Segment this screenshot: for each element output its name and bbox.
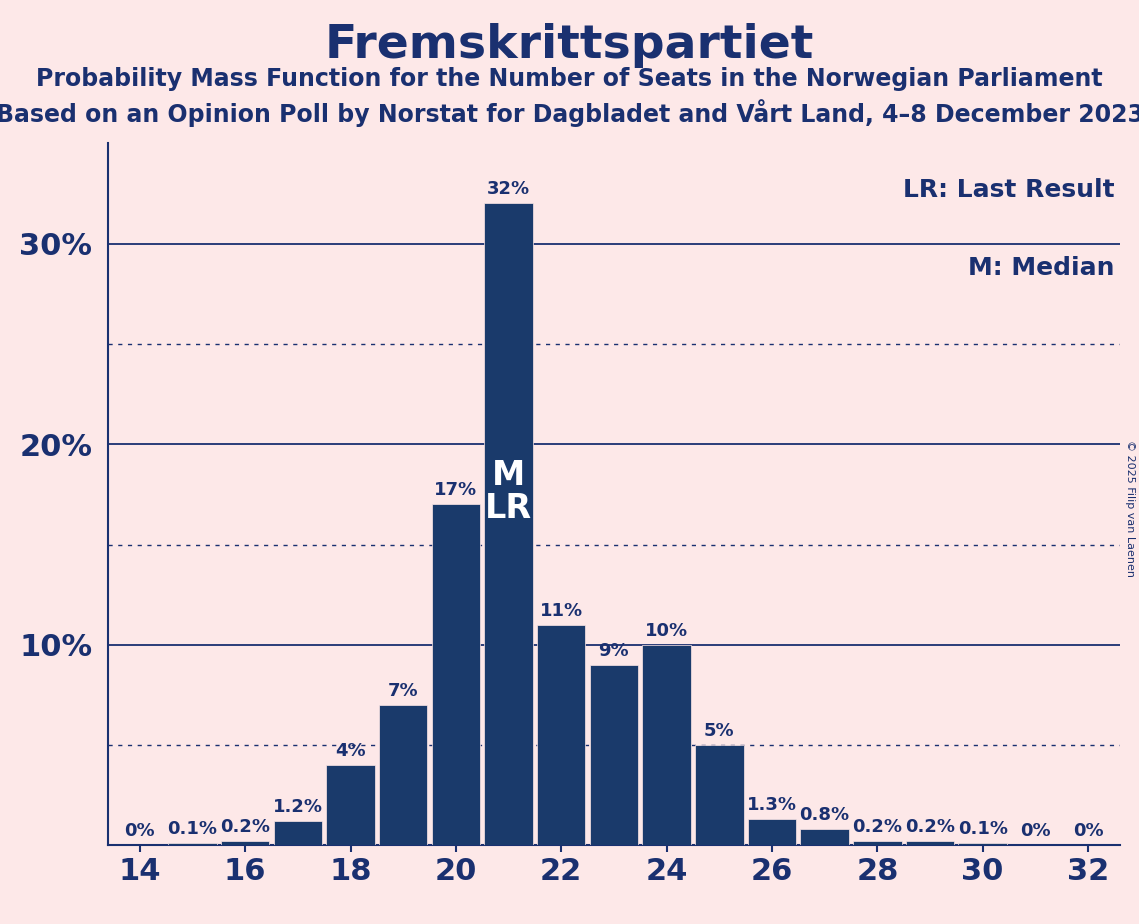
Text: M: Median: M: Median — [968, 256, 1115, 280]
Bar — [379, 705, 427, 845]
Bar — [642, 645, 691, 845]
Text: © 2025 Filip van Laenen: © 2025 Filip van Laenen — [1125, 440, 1134, 577]
Bar — [906, 842, 954, 845]
Bar — [221, 842, 270, 845]
Text: 0.8%: 0.8% — [800, 807, 850, 824]
Text: 0.2%: 0.2% — [220, 819, 270, 836]
Text: Fremskrittspartiet: Fremskrittspartiet — [325, 23, 814, 68]
Text: LR: Last Result: LR: Last Result — [903, 178, 1115, 202]
Text: 10%: 10% — [645, 622, 688, 639]
Text: 0%: 0% — [1073, 822, 1104, 841]
Bar — [801, 830, 849, 845]
Text: 32%: 32% — [487, 180, 530, 199]
Text: 0.1%: 0.1% — [958, 821, 1008, 838]
Bar — [853, 842, 902, 845]
Text: 4%: 4% — [335, 742, 366, 760]
Bar — [958, 844, 1007, 845]
Text: 1.2%: 1.2% — [273, 798, 322, 817]
Text: 9%: 9% — [599, 642, 629, 660]
Bar — [484, 203, 533, 845]
Text: 1.3%: 1.3% — [747, 796, 797, 814]
Text: Based on an Opinion Poll by Norstat for Dagbladet and Vårt Land, 4–8 December 20: Based on an Opinion Poll by Norstat for … — [0, 99, 1139, 127]
Text: 0.2%: 0.2% — [852, 819, 902, 836]
Text: 0%: 0% — [1021, 822, 1050, 841]
Text: 0.2%: 0.2% — [906, 819, 954, 836]
Bar — [432, 505, 481, 845]
Bar — [536, 625, 585, 845]
Bar — [169, 844, 216, 845]
Text: 17%: 17% — [434, 481, 477, 499]
Bar — [326, 765, 375, 845]
Text: 7%: 7% — [388, 682, 418, 700]
Text: M
LR: M LR — [485, 459, 532, 526]
Bar — [273, 821, 322, 845]
Bar — [695, 745, 744, 845]
Text: 0.1%: 0.1% — [167, 821, 218, 838]
Text: Probability Mass Function for the Number of Seats in the Norwegian Parliament: Probability Mass Function for the Number… — [36, 67, 1103, 91]
Bar — [590, 665, 638, 845]
Text: 0%: 0% — [124, 822, 155, 841]
Text: 11%: 11% — [540, 602, 583, 620]
Bar — [747, 820, 796, 845]
Text: 5%: 5% — [704, 723, 735, 740]
